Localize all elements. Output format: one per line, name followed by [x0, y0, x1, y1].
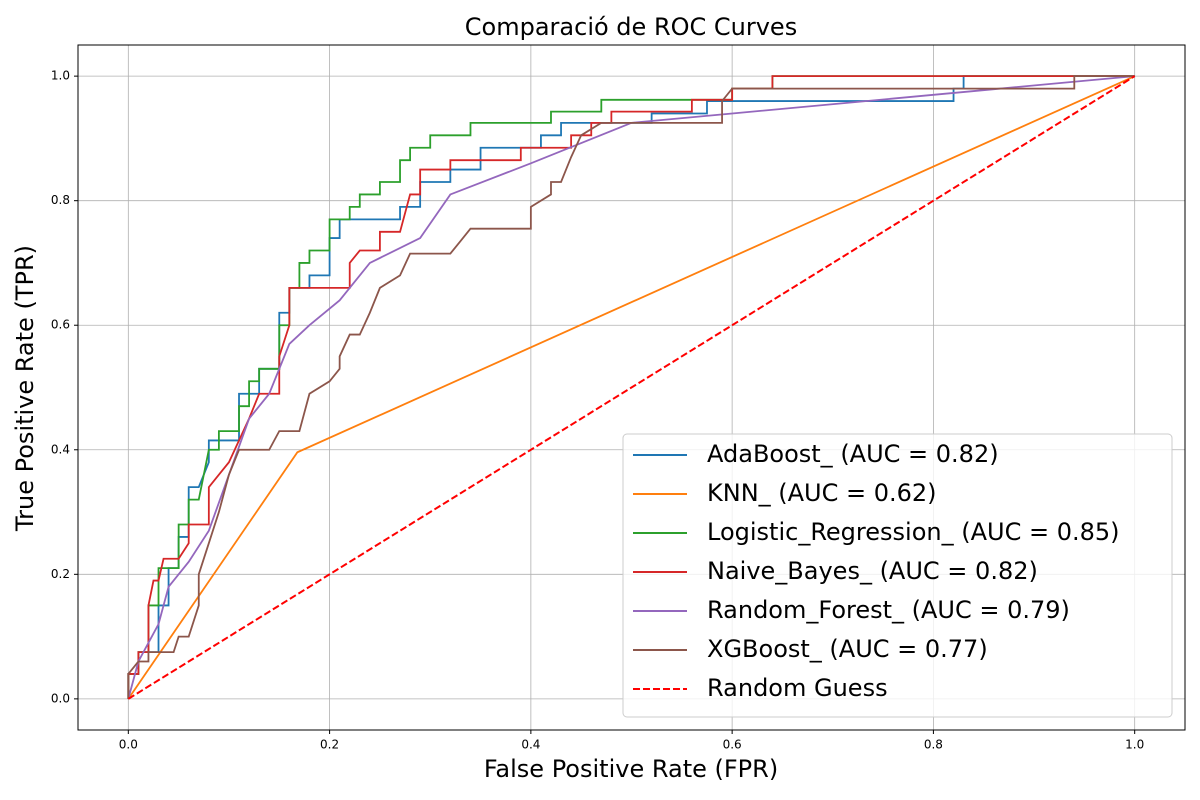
legend-label: Naive_Bayes_ (AUC = 0.82) — [707, 557, 1038, 585]
x-tick-label: 0.2 — [320, 738, 339, 752]
plot-frame — [77, 44, 1186, 731]
legend-label: KNN_ (AUC = 0.62) — [707, 479, 937, 507]
legend-label: Logistic_Regression_ (AUC = 0.85) — [707, 518, 1120, 546]
x-tick-label: 1.0 — [1125, 738, 1144, 752]
y-tick-label: 0.6 — [51, 318, 70, 332]
roc-line — [127, 75, 1135, 700]
roc-line — [127, 75, 1136, 700]
legend-label: Random_Forest_ (AUC = 0.79) — [707, 596, 1070, 624]
y-tick-label: 0.2 — [51, 567, 70, 581]
roc-line — [127, 75, 1135, 699]
roc-line — [127, 75, 1136, 700]
legend-label: Random Guess — [707, 674, 888, 702]
x-tick-label: 0.8 — [924, 738, 943, 752]
y-tick-label: 0.0 — [51, 691, 70, 705]
x-tick-label: 0.6 — [723, 738, 742, 752]
legend-label: XGBoost_ (AUC = 0.77) — [707, 635, 988, 663]
grid-layer: 0.0 0.2 0.4 0.6 0.8 1.0 0.0 0.2 0.4 0.6 0.8 1.0 — [51, 45, 1185, 752]
legend-box — [622, 433, 1173, 718]
x-tick-label: 0.0 — [119, 738, 138, 752]
roc-line — [127, 75, 1135, 699]
y-tick-label: 1.0 — [51, 69, 70, 83]
chart-title: Comparació de ROC Curves — [465, 13, 797, 41]
x-axis-label: False Positive Rate (FPR) — [484, 755, 778, 783]
lines-layer — [127, 75, 1136, 700]
legend: AdaBoost_ (AUC = 0.82) KNN_ (AUC = 0.62) L… — [622, 433, 1173, 718]
roc-line — [127, 75, 1135, 699]
y-tick-label: 0.4 — [51, 442, 70, 456]
y-axis-label: True Positive Rate (TPR) — [11, 245, 39, 532]
legend-label: AdaBoost_ (AUC = 0.82) — [707, 440, 999, 468]
y-tick-label: 0.8 — [51, 193, 70, 207]
x-tick-label: 0.4 — [521, 738, 540, 752]
